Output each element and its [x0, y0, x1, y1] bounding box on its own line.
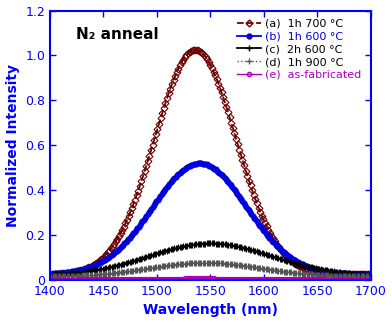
Legend: (a)  1h 700 °C, (b)  1h 600 °C, (c)  2h 600 °C, (d)  1h 900 °C, (e)  as-fabricat: (a) 1h 700 °C, (b) 1h 600 °C, (c) 2h 600…	[237, 19, 362, 80]
Text: N₂ anneal: N₂ anneal	[76, 27, 158, 42]
Y-axis label: Normalized Intensity: Normalized Intensity	[5, 64, 20, 227]
X-axis label: Wavelength (nm): Wavelength (nm)	[143, 303, 278, 318]
